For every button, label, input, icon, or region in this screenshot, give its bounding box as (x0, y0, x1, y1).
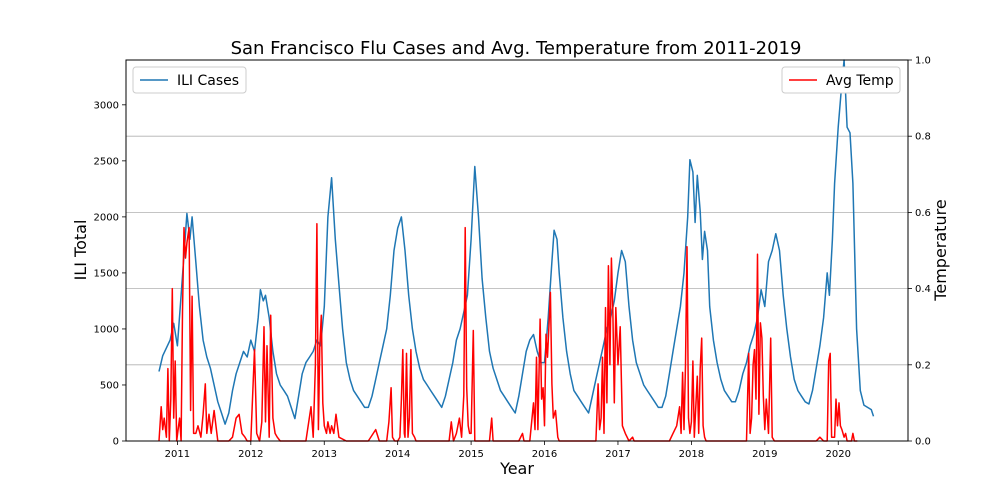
right-y-tick-label: 1.0 (915, 56, 931, 67)
left-y-axis-ticks: 0 500 1000 1500 2000 2500 3000 (94, 100, 126, 448)
x-tick-label: 2018 (679, 449, 704, 460)
x-axis-label: Year (499, 459, 534, 478)
right-y-tick-label: 0.4 (915, 284, 931, 295)
left-y-tick-label: 3000 (94, 100, 119, 111)
left-y-tick-label: 1500 (94, 268, 119, 279)
left-y-tick-label: 1000 (94, 324, 119, 335)
left-y-tick-label: 500 (100, 380, 119, 391)
legend-label-avg-temp: Avg Temp (826, 73, 894, 89)
series-line-avg-temp (158, 223, 858, 442)
left-y-tick-label: 0 (113, 437, 119, 448)
x-tick-label: 2012 (238, 449, 263, 460)
x-tick-label: 2011 (165, 449, 190, 460)
right-y-axis-ticks: 0.0 0.2 0.4 0.6 0.8 1.0 (908, 56, 931, 448)
series-layer (158, 59, 875, 442)
right-y-tick-label: 0.0 (915, 437, 931, 448)
x-tick-label: 2019 (752, 449, 777, 460)
x-tick-label: 2020 (826, 449, 851, 460)
x-tick-label: 2015 (458, 449, 483, 460)
right-y-axis-label: Temperature (931, 199, 950, 301)
right-axis-gridlines (126, 135, 908, 366)
x-tick-label: 2013 (312, 449, 337, 460)
right-y-tick-label: 0.6 (915, 208, 931, 219)
legend-ili-cases: ILI Cases (132, 66, 247, 94)
legend-avg-temp: Avg Temp (781, 66, 901, 94)
legend-label-ili-cases: ILI Cases (177, 73, 239, 89)
x-tick-label: 2016 (532, 449, 557, 460)
x-axis-ticks: 2011 2012 2013 2014 2015 2016 2017 2018 2019 2020 (165, 441, 851, 460)
x-tick-label: 2014 (385, 449, 410, 460)
left-y-tick-label: 2000 (94, 212, 119, 223)
plot-frame (125, 59, 909, 442)
x-tick-label: 2017 (605, 449, 630, 460)
left-y-axis-label: ILI Total (71, 220, 90, 281)
left-y-tick-label: 2500 (94, 156, 119, 167)
right-y-tick-label: 0.8 (915, 132, 931, 143)
legend-box (781, 66, 901, 94)
chart-title: San Francisco Flu Cases and Avg. Tempera… (231, 38, 802, 59)
right-y-tick-label: 0.2 (915, 360, 931, 371)
legend-box (132, 66, 247, 94)
